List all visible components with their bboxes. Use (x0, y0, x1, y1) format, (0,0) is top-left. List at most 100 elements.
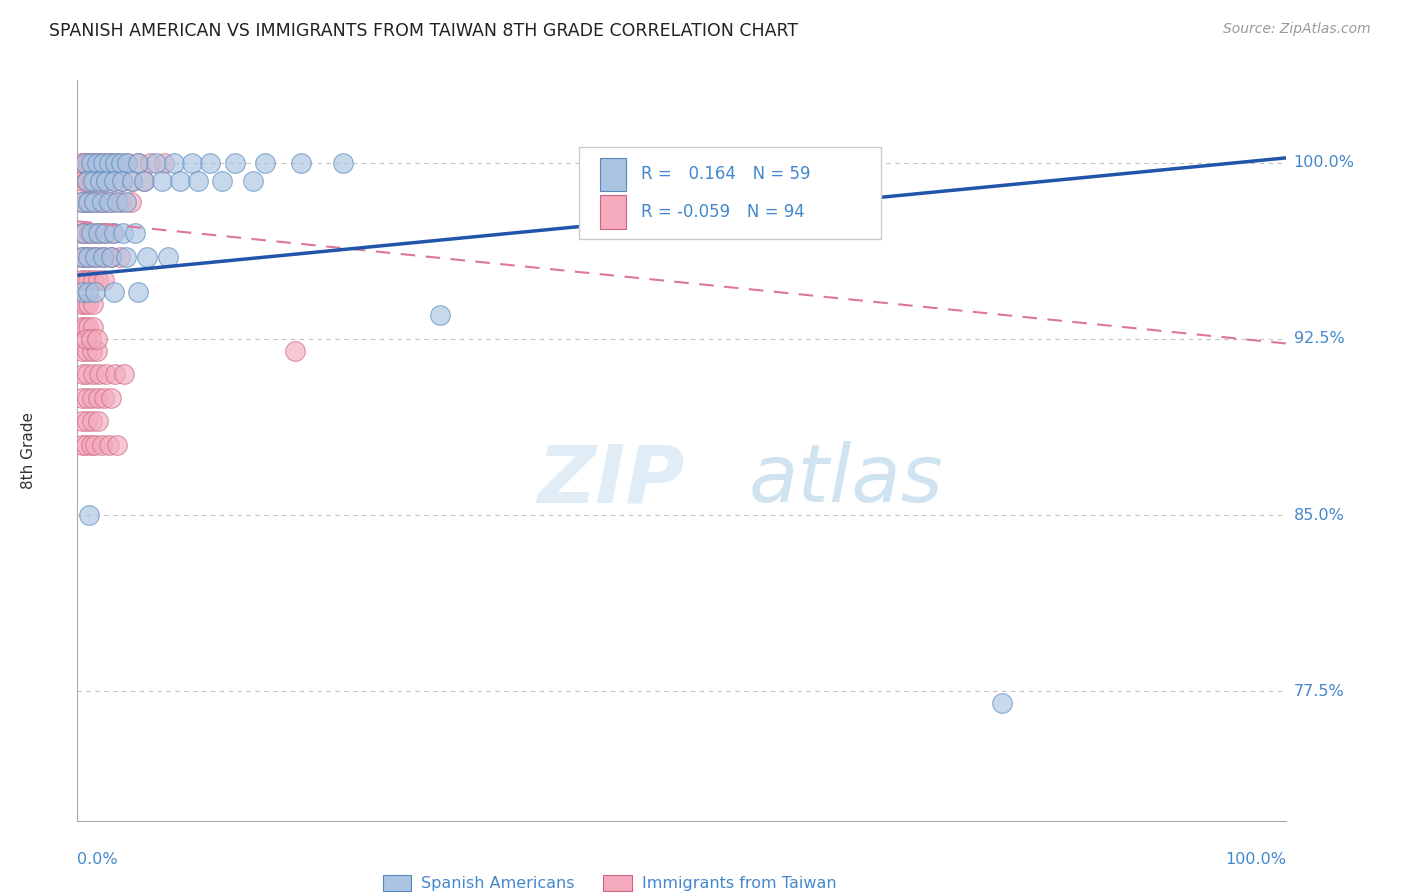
Text: atlas: atlas (748, 441, 943, 519)
Point (82, 367, 104, 381)
Point (80, 155, 103, 169)
Point (77, 155, 100, 169)
Legend: Spanish Americans, Immigrants from Taiwan: Spanish Americans, Immigrants from Taiwa… (377, 869, 842, 892)
Point (110, 195, 132, 210)
Point (76, 367, 98, 381)
Point (79, 155, 101, 169)
Point (70, 226, 93, 240)
Point (75, 332, 97, 346)
Point (76, 343, 98, 358)
Point (105, 195, 128, 210)
Point (112, 226, 135, 240)
Point (84, 285, 107, 299)
Text: 100.0%: 100.0% (1294, 155, 1354, 170)
Point (94, 155, 117, 169)
Point (70, 391, 93, 405)
Point (77, 250, 100, 264)
Point (76, 391, 98, 405)
Point (70, 285, 93, 299)
Point (70, 174, 93, 188)
Point (136, 250, 159, 264)
Point (100, 250, 122, 264)
Text: 0.0%: 0.0% (77, 852, 118, 867)
Point (72, 367, 94, 381)
Point (84, 437, 107, 451)
Point (97, 195, 120, 210)
Point (70, 273, 93, 287)
FancyBboxPatch shape (579, 147, 882, 239)
Point (96, 174, 118, 188)
Point (75, 195, 97, 210)
Point (86, 343, 108, 358)
Point (79, 195, 101, 210)
Point (82, 273, 104, 287)
Point (332, 155, 354, 169)
Point (70, 195, 93, 210)
Point (91, 250, 114, 264)
Point (87, 414, 110, 428)
Point (104, 367, 127, 381)
Point (73, 155, 96, 169)
Point (73, 250, 96, 264)
Point (87, 226, 110, 240)
Point (87, 367, 110, 381)
Text: 92.5%: 92.5% (1294, 331, 1344, 346)
Point (114, 195, 136, 210)
Point (82, 250, 104, 264)
Point (82, 296, 104, 310)
Point (77, 296, 100, 310)
Point (82, 174, 104, 188)
Point (79, 332, 101, 346)
Point (96, 174, 118, 188)
Point (79, 437, 101, 451)
Point (97, 437, 120, 451)
Point (76, 174, 98, 188)
Point (253, 155, 276, 169)
Point (153, 155, 176, 169)
Point (70, 414, 93, 428)
Point (87, 226, 110, 240)
Point (70, 343, 93, 358)
Point (224, 155, 246, 169)
Point (111, 174, 134, 188)
Point (84, 250, 107, 264)
Point (73, 273, 96, 287)
Point (77, 273, 100, 287)
Point (100, 155, 122, 169)
Point (70, 195, 93, 210)
Point (132, 174, 155, 188)
Point (70, 320, 93, 334)
Point (211, 174, 233, 188)
Point (90, 195, 112, 210)
Point (70, 437, 93, 451)
Point (83, 226, 105, 240)
Point (242, 174, 264, 188)
Point (991, 696, 1014, 710)
Point (87, 195, 110, 210)
Point (150, 174, 173, 188)
Text: R =  0.164  N = 59: R = 0.164 N = 59 (641, 165, 810, 184)
Point (97, 155, 120, 169)
Point (114, 367, 136, 381)
Text: 8th Grade: 8th Grade (21, 412, 35, 489)
Point (110, 155, 132, 169)
Point (73, 320, 96, 334)
Point (139, 155, 162, 169)
Point (79, 226, 101, 240)
Text: ZIP: ZIP (537, 441, 685, 519)
Point (79, 508, 101, 522)
Point (127, 155, 149, 169)
Point (77, 250, 100, 264)
Point (70, 250, 93, 264)
Point (115, 155, 138, 169)
Point (77, 285, 100, 299)
Point (181, 155, 204, 169)
Point (127, 285, 149, 299)
Point (76, 414, 98, 428)
Point (103, 285, 125, 299)
Point (75, 174, 97, 188)
Point (94, 226, 117, 240)
Point (96, 367, 118, 381)
Point (86, 332, 108, 346)
Point (87, 273, 110, 287)
